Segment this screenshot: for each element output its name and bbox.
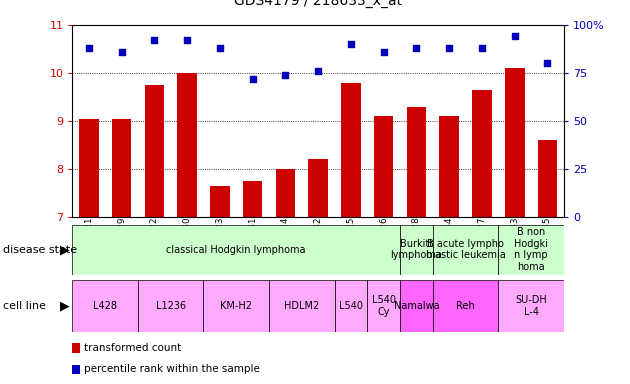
Text: L540
Cy: L540 Cy [372, 295, 396, 317]
Bar [498, 280, 564, 332]
Bar [138, 280, 203, 332]
Text: GSM499721: GSM499721 [84, 217, 93, 270]
Bar [400, 225, 433, 275]
Bar [177, 73, 197, 217]
Bar [439, 116, 459, 217]
Text: GSM499727: GSM499727 [478, 217, 486, 270]
Point [477, 45, 487, 51]
Bar [112, 119, 132, 217]
Point [346, 41, 356, 47]
Text: KM-H2: KM-H2 [220, 301, 252, 311]
Bar [335, 280, 367, 332]
Text: percentile rank within the sample: percentile rank within the sample [84, 364, 260, 374]
Text: Burkitt
lymphoma: Burkitt lymphoma [391, 239, 442, 260]
Bar [505, 68, 525, 217]
Bar [537, 140, 558, 217]
Text: Namalwa: Namalwa [394, 301, 439, 311]
Text: L1236: L1236 [156, 301, 186, 311]
Bar [308, 159, 328, 217]
Point [280, 72, 290, 78]
Text: GSM499726: GSM499726 [379, 217, 388, 270]
Bar [341, 83, 361, 217]
Bar [400, 280, 433, 332]
Bar [243, 181, 263, 217]
Text: GSM499725: GSM499725 [346, 217, 355, 270]
Text: GSM499724: GSM499724 [281, 217, 290, 270]
Point [84, 45, 94, 51]
Point [542, 60, 553, 66]
Bar [275, 169, 295, 217]
Text: GSM499733: GSM499733 [510, 217, 519, 270]
Point [182, 37, 192, 43]
Bar [79, 119, 99, 217]
Text: ▶: ▶ [60, 243, 69, 256]
Point [313, 68, 323, 74]
Text: GSM499734: GSM499734 [445, 217, 454, 270]
Bar [498, 225, 564, 275]
Point [444, 45, 454, 51]
Point [215, 45, 225, 51]
Bar [374, 116, 394, 217]
Text: disease state: disease state [3, 245, 77, 255]
Bar [367, 280, 400, 332]
Bar [472, 90, 492, 217]
Text: GSM499729: GSM499729 [117, 217, 126, 269]
Text: GSM499722: GSM499722 [150, 217, 159, 270]
Text: GSM499732: GSM499732 [314, 217, 323, 270]
Point [117, 49, 127, 55]
Text: GDS4179 / 218633_x_at: GDS4179 / 218633_x_at [234, 0, 402, 8]
Text: GSM499723: GSM499723 [215, 217, 224, 270]
Bar [72, 364, 80, 374]
Text: B acute lympho
blastic leukemia: B acute lympho blastic leukemia [426, 239, 505, 260]
Bar [210, 186, 230, 217]
Text: B non
Hodgki
n lymp
homa: B non Hodgki n lymp homa [514, 227, 548, 272]
Bar [72, 225, 400, 275]
Point [248, 76, 258, 82]
Text: GSM499730: GSM499730 [183, 217, 192, 270]
Bar [144, 85, 164, 217]
Bar [72, 280, 138, 332]
Point [379, 49, 389, 55]
Bar [72, 343, 80, 353]
Point [411, 45, 421, 51]
Text: ▶: ▶ [60, 300, 69, 313]
Text: classical Hodgkin lymphoma: classical Hodgkin lymphoma [166, 245, 306, 255]
Bar [433, 280, 498, 332]
Text: GSM499735: GSM499735 [543, 217, 552, 270]
Text: cell line: cell line [3, 301, 46, 311]
Bar [433, 225, 498, 275]
Text: L428: L428 [93, 301, 117, 311]
Text: transformed count: transformed count [84, 343, 181, 353]
Text: L540: L540 [339, 301, 363, 311]
Point [510, 33, 520, 40]
Text: SU-DH
L-4: SU-DH L-4 [515, 295, 547, 317]
Text: GSM499731: GSM499731 [248, 217, 257, 270]
Text: GSM499728: GSM499728 [412, 217, 421, 270]
Point [149, 37, 159, 43]
Bar [203, 280, 269, 332]
Text: HDLM2: HDLM2 [284, 301, 319, 311]
Bar [406, 107, 427, 217]
Text: Reh: Reh [456, 301, 475, 311]
Bar [269, 280, 335, 332]
